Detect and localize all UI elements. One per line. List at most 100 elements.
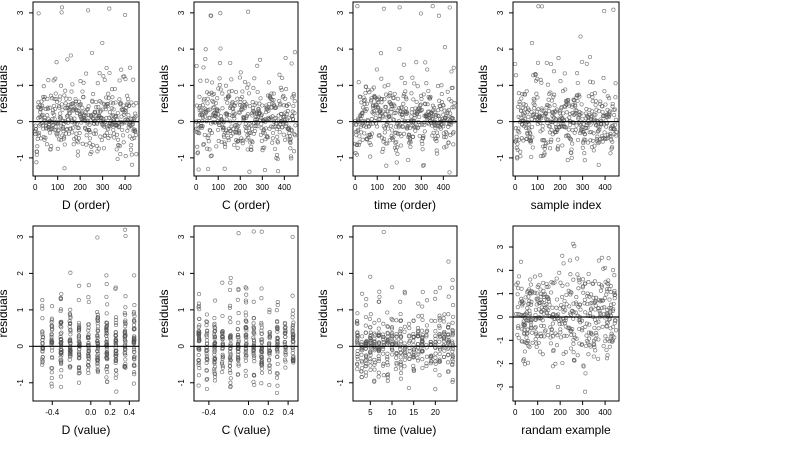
- data-point: [131, 356, 137, 361]
- data-point: [220, 313, 225, 319]
- data-point: [450, 353, 455, 358]
- data-point: [267, 363, 272, 368]
- data-point: [398, 299, 403, 304]
- data-point: [385, 126, 390, 131]
- data-point: [355, 330, 360, 335]
- data-point: [274, 308, 279, 313]
- data-point: [532, 98, 537, 103]
- data-point: [244, 341, 249, 346]
- data-point: [437, 316, 442, 321]
- data-point: [521, 113, 527, 118]
- data-point: [385, 338, 390, 343]
- data-point: [415, 329, 420, 335]
- data-point: [283, 365, 288, 370]
- data-point: [546, 284, 551, 289]
- data-point: [583, 343, 589, 349]
- data-point: [132, 370, 137, 375]
- data-point: [526, 114, 531, 119]
- data-point: [363, 373, 369, 378]
- data-point: [93, 131, 98, 136]
- data-point: [392, 103, 397, 108]
- data-point: [59, 347, 64, 353]
- data-point: [532, 274, 537, 279]
- data-point: [586, 340, 591, 345]
- data-point: [534, 291, 540, 296]
- data-point: [594, 320, 599, 325]
- data-point: [251, 86, 256, 91]
- data-point: [393, 130, 398, 135]
- y-tick-label: -1: [336, 379, 345, 387]
- data-point: [86, 354, 91, 359]
- data-point: [382, 126, 388, 131]
- data-point: [571, 277, 576, 282]
- data-point: [612, 127, 617, 132]
- data-point: [564, 110, 569, 115]
- data-point: [132, 334, 137, 339]
- data-point: [42, 115, 47, 120]
- data-point: [59, 83, 64, 88]
- data-point: [123, 294, 128, 299]
- data-point: [372, 348, 377, 353]
- data-point: [390, 334, 395, 339]
- data-point: [84, 142, 89, 147]
- data-point: [398, 351, 403, 356]
- data-point: [223, 130, 228, 135]
- data-point: [609, 331, 614, 336]
- data-point: [132, 372, 137, 377]
- data-point: [84, 128, 90, 133]
- data-point: [212, 316, 217, 321]
- data-point: [293, 133, 298, 138]
- data-point: [84, 71, 89, 76]
- y-tick-label: 1: [336, 83, 345, 88]
- data-point: [562, 298, 567, 304]
- data-point: [217, 122, 222, 127]
- data-point: [398, 143, 403, 148]
- data-point: [514, 282, 519, 287]
- data-point: [602, 9, 607, 14]
- data-point: [122, 331, 127, 336]
- data-point: [565, 158, 570, 163]
- x-tick-label: 100: [531, 408, 545, 417]
- x-tick-label: -0.4: [202, 408, 216, 417]
- data-point: [123, 12, 128, 18]
- data-point: [102, 122, 107, 127]
- data-point: [417, 133, 422, 139]
- data-point: [111, 101, 116, 106]
- data-point: [274, 375, 280, 380]
- data-point: [384, 92, 389, 97]
- data-point: [597, 127, 602, 132]
- data-point: [132, 273, 137, 278]
- data-point: [535, 109, 540, 114]
- data-point: [562, 333, 567, 338]
- data-point: [236, 339, 241, 344]
- data-point: [257, 57, 263, 62]
- data-point: [603, 265, 608, 270]
- data-point: [77, 323, 82, 328]
- data-point: [381, 347, 386, 352]
- y-tick-label: 1: [177, 307, 186, 312]
- data-point: [58, 115, 63, 120]
- data-point: [407, 326, 412, 331]
- x-tick-label: 0: [194, 183, 199, 192]
- data-point: [222, 166, 227, 171]
- data-point: [527, 344, 532, 349]
- data-point: [272, 146, 278, 152]
- data-point: [542, 146, 547, 151]
- data-point: [114, 372, 119, 377]
- data-point: [106, 91, 111, 96]
- data-point: [447, 97, 452, 102]
- data-point: [603, 102, 608, 107]
- data-point: [252, 353, 257, 358]
- data-point: [73, 99, 78, 104]
- data-point: [592, 143, 597, 148]
- data-point: [433, 387, 438, 392]
- data-point: [587, 336, 592, 341]
- data-point: [123, 305, 128, 310]
- data-point: [422, 120, 427, 125]
- data-point: [236, 231, 241, 236]
- y-tick-label: 0: [336, 344, 345, 349]
- data-point: [228, 320, 233, 325]
- data-point: [612, 293, 617, 298]
- data-point: [450, 339, 455, 344]
